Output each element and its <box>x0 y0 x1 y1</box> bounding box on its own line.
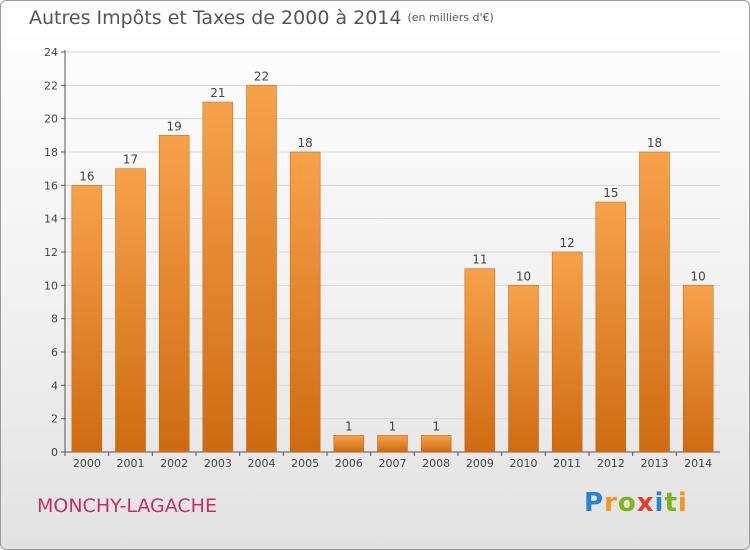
y-tick-label: 18 <box>44 146 58 159</box>
y-tick-label: 12 <box>44 246 58 259</box>
bar-2009 <box>464 268 496 453</box>
bar-2012 <box>595 201 627 453</box>
bar-2010 <box>508 285 539 453</box>
data-label: 1 <box>345 419 353 433</box>
logo-letter: i <box>677 488 688 518</box>
y-tick-label: 20 <box>44 113 58 126</box>
x-tick-label: 2012 <box>597 457 625 470</box>
data-label: 19 <box>167 119 182 133</box>
x-tick-label: 2006 <box>335 457 363 470</box>
y-tick-label: 2 <box>51 413 58 426</box>
x-tick-label: 2005 <box>291 457 319 470</box>
chart-title: Autres Impôts et Taxes de 2000 à 2014 (en… <box>29 7 494 29</box>
bars <box>71 85 714 453</box>
data-label: 17 <box>123 153 138 167</box>
logo-letter: o <box>617 488 637 518</box>
data-label: 16 <box>79 169 94 183</box>
logo-letter: x <box>636 488 655 518</box>
y-tick-label: 24 <box>44 46 58 59</box>
proxiti-logo: Proxiti <box>584 488 688 518</box>
y-tick-label: 4 <box>51 379 58 392</box>
bar-2008 <box>420 435 452 453</box>
logo-letter: t <box>664 488 678 518</box>
y-tick-label: 6 <box>51 346 58 359</box>
bar-2011 <box>551 251 583 453</box>
data-label: 12 <box>560 236 575 250</box>
y-tick-label: 14 <box>44 213 58 226</box>
bar-2005 <box>289 151 321 453</box>
x-tick-label: 2010 <box>510 457 538 470</box>
title-text: Autres Impôts et Taxes de 2000 à 2014 <box>29 7 402 29</box>
bar-2001 <box>115 168 146 453</box>
bar-2004 <box>246 85 277 453</box>
y-tick-label: 8 <box>51 313 58 326</box>
bar-2014 <box>682 285 714 453</box>
data-label: 10 <box>691 269 706 283</box>
y-tick-label: 0 <box>51 446 58 459</box>
data-label: 22 <box>254 69 269 83</box>
data-label: 15 <box>603 186 618 200</box>
x-tick-label: 2009 <box>466 457 494 470</box>
commune-name: MONCHY-LAGACHE <box>37 495 217 517</box>
x-tick-label: 2001 <box>117 457 145 470</box>
data-label: 18 <box>298 136 313 150</box>
bar-2002 <box>158 135 190 453</box>
bar-2007 <box>377 435 408 453</box>
x-tick-label: 2000 <box>73 457 101 470</box>
x-tick-label: 2013 <box>641 457 669 470</box>
logo-letter: i <box>654 488 665 518</box>
subtitle-text: (en milliers d'€) <box>407 11 494 24</box>
data-label: 18 <box>647 136 662 150</box>
bar-2013 <box>639 151 670 453</box>
bar-2003 <box>202 101 234 453</box>
x-tick-label: 2004 <box>248 457 276 470</box>
logo-letter: P <box>584 488 605 518</box>
data-label: 21 <box>210 86 225 100</box>
y-tick-label: 16 <box>44 179 58 192</box>
x-tick-label: 2002 <box>160 457 188 470</box>
y-tick-label: 22 <box>44 79 58 92</box>
y-tick-label: 10 <box>44 279 58 292</box>
bar-2006 <box>333 435 365 453</box>
x-tick-label: 2007 <box>379 457 407 470</box>
data-label: 10 <box>516 269 531 283</box>
data-label: 11 <box>472 253 487 267</box>
x-tick-label: 2003 <box>204 457 232 470</box>
data-label: 1 <box>389 419 397 433</box>
logo-letter: r <box>604 488 618 518</box>
x-tick-label: 2014 <box>684 457 712 470</box>
x-tick-label: 2008 <box>422 457 450 470</box>
bar-2000 <box>71 185 103 453</box>
x-tick-label: 2011 <box>553 457 581 470</box>
data-label: 1 <box>432 419 440 433</box>
